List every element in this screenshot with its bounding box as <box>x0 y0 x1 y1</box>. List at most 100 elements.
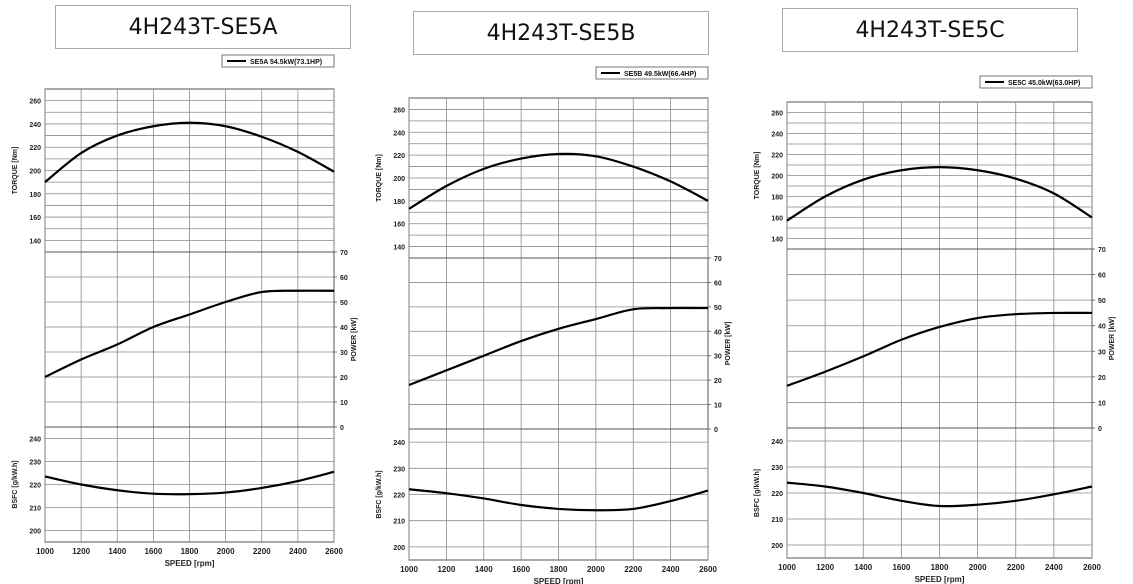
x-tick-label-1200: 1200 <box>437 565 455 574</box>
x-tick-label-2200: 2200 <box>253 547 271 556</box>
power-axis-label: POWER [kW] <box>725 322 732 366</box>
chart-title-se5b: 4H243T-SE5B <box>413 11 709 55</box>
torque-y-tick-label-200: 200 <box>771 174 783 181</box>
torque-y-tick-label-260: 260 <box>393 107 405 114</box>
x-tick-label-1400: 1400 <box>854 563 872 572</box>
power-y-tick-label-50: 50 <box>340 300 348 307</box>
power-curve-se5c <box>786 311 1093 387</box>
power-y-tick-label-20: 20 <box>340 375 348 382</box>
performance-chart-se5a: 1000 1200 1400 1600 1800 2000 2200 2400 2600SPEE… <box>12 54 358 568</box>
x-tick-label-2200: 2200 <box>1007 563 1025 572</box>
legend-box <box>221 54 335 68</box>
bsfc-y-tick-label-200: 200 <box>393 545 405 552</box>
torque-axis-label: TORQUE [Nm] <box>376 154 383 202</box>
power-y-tick-label-30: 30 <box>340 350 348 357</box>
x-tick-label-1800: 1800 <box>550 565 568 574</box>
torque-y-tick-label-220: 220 <box>771 153 783 160</box>
torque-y-tick-label-180: 180 <box>393 199 405 206</box>
torque-curve-se5b <box>408 152 709 210</box>
bsfc-axis-label: BSFC [g/kW.h] <box>754 469 761 517</box>
power-curve-se5a <box>44 289 335 378</box>
power-y-tick-label-0: 0 <box>1098 426 1102 433</box>
bsfc-y-tick-label-210: 210 <box>771 517 783 524</box>
chart-title-se5a: 4H243T-SE5A <box>55 5 351 49</box>
x-tick-label-2000: 2000 <box>587 565 605 574</box>
power-y-tick-label-10: 10 <box>340 400 348 407</box>
x-tick-label-1000: 1000 <box>36 547 54 556</box>
x-tick-label-2400: 2400 <box>289 547 307 556</box>
bsfc-axis-label: BSFC [g/kW.h] <box>376 470 383 518</box>
bsfc-y-tick-label-210: 210 <box>29 506 41 513</box>
bsfc-y-tick-label-200: 200 <box>771 543 783 550</box>
bsfc-y-tick-label-210: 210 <box>393 519 405 526</box>
x-tick-label-2200: 2200 <box>624 565 642 574</box>
bsfc-y-tick-label-220: 220 <box>771 491 783 498</box>
x-tick-label-2000: 2000 <box>217 547 235 556</box>
bsfc-curve-se5b <box>408 488 709 512</box>
torque-y-tick-label-180: 180 <box>29 192 41 199</box>
torque-y-tick-label-240: 240 <box>29 122 41 129</box>
x-tick-label-2600: 2600 <box>325 547 343 556</box>
bsfc-y-tick-label-220: 220 <box>393 493 405 500</box>
power-y-tick-label-30: 30 <box>714 354 722 361</box>
bsfc-curve-se5c <box>786 481 1093 508</box>
power-y-tick-label-10: 10 <box>1098 400 1106 407</box>
torque-y-tick-label-140: 140 <box>393 245 405 252</box>
power-y-tick-label-0: 0 <box>340 425 344 432</box>
bsfc-y-tick-label-230: 230 <box>393 466 405 473</box>
power-axis-label: POWER [kW] <box>351 318 358 362</box>
x-axis-label: SPEED [rpm] <box>165 559 215 568</box>
power-y-tick-label-0: 0 <box>714 427 718 434</box>
torque-y-tick-label-160: 160 <box>771 216 783 223</box>
power-axis-label: POWER [kW] <box>1109 317 1116 361</box>
x-tick-label-1200: 1200 <box>816 563 834 572</box>
x-tick-label-1400: 1400 <box>108 547 126 556</box>
power-y-tick-label-60: 60 <box>340 275 348 282</box>
bsfc-y-tick-label-220: 220 <box>29 483 41 490</box>
torque-y-tick-label-260: 260 <box>771 111 783 118</box>
chart-title-se5c: 4H243T-SE5C <box>782 8 1078 52</box>
legend-label: SE5A 54.5kW(73.1HP) <box>250 59 322 66</box>
bsfc-curve-se5a <box>44 470 335 496</box>
torque-y-tick-label-200: 200 <box>29 169 41 176</box>
power-y-tick-label-40: 40 <box>714 329 722 336</box>
x-tick-label-1600: 1600 <box>892 563 910 572</box>
x-tick-label-2400: 2400 <box>1045 563 1063 572</box>
torque-y-tick-label-240: 240 <box>393 130 405 137</box>
power-y-tick-label-50: 50 <box>1098 298 1106 305</box>
x-tick-label-1200: 1200 <box>72 547 90 556</box>
x-tick-label-1400: 1400 <box>475 565 493 574</box>
torque-y-tick-label-220: 220 <box>29 145 41 152</box>
power-y-tick-label-20: 20 <box>1098 375 1106 382</box>
power-y-tick-label-20: 20 <box>714 378 722 385</box>
x-axis-label: SPEED [rpm] <box>534 577 584 584</box>
power-y-tick-label-70: 70 <box>1098 247 1106 254</box>
torque-y-tick-label-260: 260 <box>29 99 41 106</box>
power-y-tick-label-10: 10 <box>714 403 722 410</box>
bsfc-y-tick-label-230: 230 <box>29 460 41 467</box>
torque-y-tick-label-160: 160 <box>29 215 41 222</box>
x-tick-label-1000: 1000 <box>778 563 796 572</box>
power-y-tick-label-30: 30 <box>1098 349 1106 356</box>
x-tick-label-1800: 1800 <box>931 563 949 572</box>
torque-y-tick-label-160: 160 <box>393 222 405 229</box>
bsfc-y-tick-label-240: 240 <box>393 440 405 447</box>
x-tick-label-2600: 2600 <box>699 565 717 574</box>
torque-y-tick-label-140: 140 <box>771 237 783 244</box>
bsfc-axis-label: BSFC [g/kW.h] <box>12 460 19 508</box>
legend-label: SE5B 49.5kW(66.4HP) <box>624 71 696 78</box>
bsfc-y-tick-label-240: 240 <box>29 437 41 444</box>
power-y-tick-label-50: 50 <box>714 305 722 312</box>
performance-chart-se5b: 1000 1200 1400 1600 1800 2000 2200 2400 2600SPEE… <box>376 66 732 584</box>
x-tick-label-2600: 2600 <box>1083 563 1101 572</box>
x-tick-label-2000: 2000 <box>969 563 987 572</box>
torque-y-tick-label-140: 140 <box>29 238 41 245</box>
bsfc-y-tick-label-230: 230 <box>771 465 783 472</box>
torque-axis-label: TORQUE [Nm] <box>12 147 19 195</box>
power-y-tick-label-60: 60 <box>714 280 722 287</box>
torque-axis-label: TORQUE [Nm] <box>754 152 761 200</box>
legend-box <box>595 66 709 80</box>
power-y-tick-label-70: 70 <box>340 250 348 257</box>
power-y-tick-label-60: 60 <box>1098 273 1106 280</box>
x-tick-label-1600: 1600 <box>512 565 530 574</box>
